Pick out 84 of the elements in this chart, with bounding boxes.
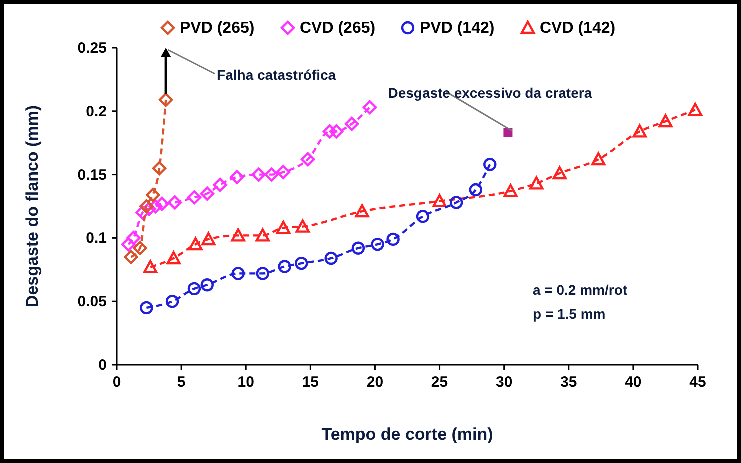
point [300, 152, 316, 167]
point [295, 256, 308, 270]
point [152, 161, 167, 176]
point [231, 228, 246, 242]
point [200, 186, 214, 201]
point [213, 178, 228, 192]
point [329, 124, 344, 139]
point [450, 196, 464, 210]
point [352, 242, 366, 255]
point [126, 231, 141, 246]
annotation: Falha catastrófica [217, 67, 336, 83]
y-tick-label: 0 [98, 357, 107, 374]
legend-label: PVD (265) [180, 20, 255, 37]
point [355, 204, 370, 218]
legend-label: CVD (142) [540, 20, 616, 37]
x-tick-label: 30 [496, 374, 513, 391]
point [155, 196, 170, 212]
point [362, 100, 378, 115]
x-tick-label: 10 [238, 374, 254, 391]
point [469, 183, 483, 197]
point [552, 166, 567, 180]
legend-label: PVD (142) [420, 20, 495, 37]
y-tick-label: 0.25 [78, 40, 107, 57]
point [688, 103, 703, 116]
point [322, 124, 338, 139]
point [386, 232, 400, 246]
point [276, 165, 291, 180]
point [344, 116, 360, 132]
point [188, 282, 202, 296]
x-tick-label: 15 [302, 374, 320, 391]
point [136, 206, 150, 220]
point [140, 301, 154, 315]
point [432, 194, 447, 208]
point [416, 210, 430, 224]
x-axis-title: Tempo de corte (min) [322, 425, 494, 444]
point [278, 260, 292, 274]
point [202, 232, 216, 246]
point [658, 114, 673, 128]
point [188, 237, 203, 251]
x-tick-label: 45 [690, 374, 706, 391]
x-tick-label: 5 [177, 374, 186, 391]
point [504, 128, 513, 138]
point [232, 267, 245, 280]
point [296, 220, 310, 233]
point [591, 152, 606, 166]
x-tick-label: 40 [625, 374, 642, 391]
point [632, 124, 647, 138]
x-tick-label: 20 [366, 374, 384, 391]
point [504, 184, 518, 198]
x-tick-label: 25 [431, 374, 448, 391]
point [146, 188, 160, 202]
point [140, 199, 154, 214]
x-tick-label: 35 [560, 374, 578, 391]
point [256, 267, 270, 280]
y-axis-title: Desgaste do flanco (mm) [23, 105, 42, 308]
point [158, 92, 174, 108]
point [122, 237, 136, 252]
annotation: p = 1.5 mm [533, 306, 606, 322]
point [148, 199, 163, 214]
point [143, 260, 158, 274]
point [324, 252, 338, 266]
point [187, 190, 202, 205]
point [168, 196, 182, 210]
annotation: a = 0.2 mm/rot [533, 282, 628, 298]
y-tick-label: 0.1 [86, 230, 107, 248]
point [166, 295, 180, 308]
point [530, 176, 544, 190]
point [264, 168, 280, 182]
point [133, 241, 148, 256]
point [484, 158, 497, 172]
annotation: Desgaste excessivo da cratera [388, 84, 592, 101]
point [276, 220, 291, 234]
point [230, 170, 244, 184]
point [371, 238, 384, 252]
point [124, 250, 138, 264]
legend-label: CVD (265) [300, 20, 376, 37]
point [200, 278, 214, 292]
y-tick-label: 0.15 [78, 166, 107, 184]
point [166, 251, 181, 265]
x-tick-label: 0 [112, 374, 122, 391]
point [252, 168, 266, 182]
y-tick-label: 0.05 [78, 294, 107, 311]
y-tick-label: 0.2 [86, 103, 107, 120]
point [256, 228, 270, 242]
